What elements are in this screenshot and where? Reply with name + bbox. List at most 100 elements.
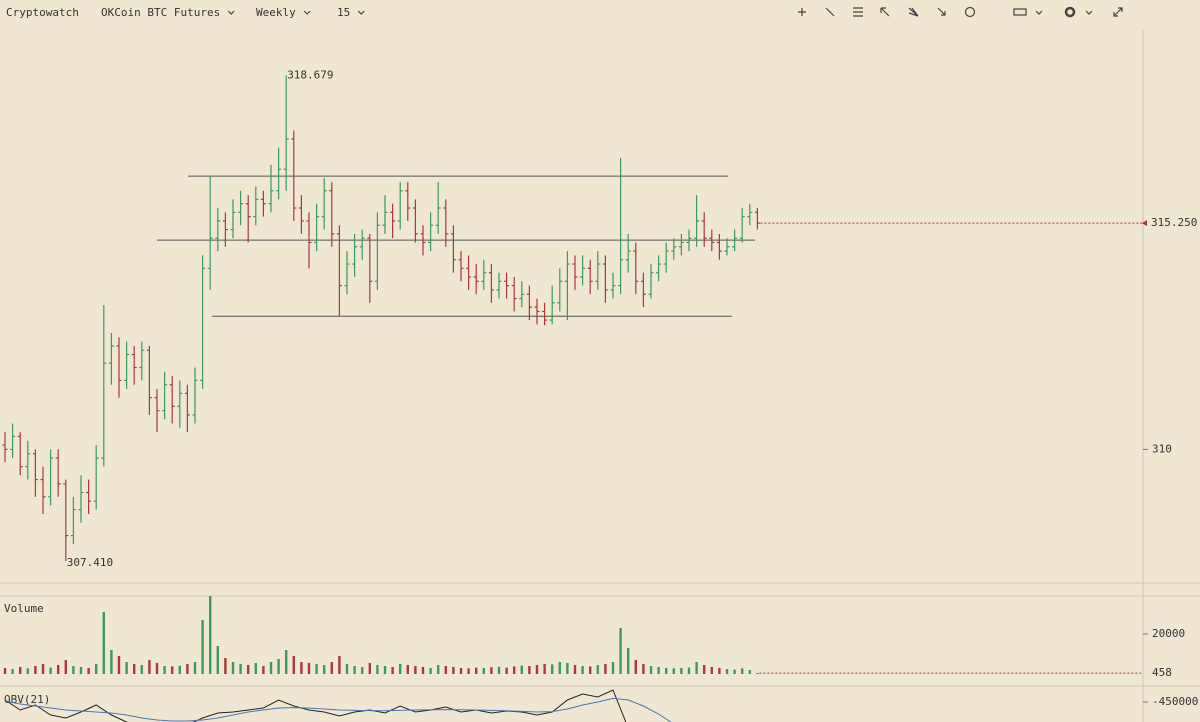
settings-button[interactable]: [1064, 6, 1076, 18]
volume-bar: [292, 656, 295, 674]
chevron: [1085, 10, 1093, 15]
circle-tool[interactable]: [964, 6, 976, 18]
volume-bar: [201, 620, 204, 674]
volume-bar: [543, 664, 546, 674]
fib-tool[interactable]: [908, 7, 919, 17]
volume-bar: [680, 668, 683, 674]
volume-bar: [330, 662, 333, 674]
volume-bar: [748, 670, 751, 674]
interval-select[interactable]: 15: [337, 6, 350, 19]
volume-bar: [710, 667, 713, 674]
volume-bar: [3, 668, 7, 674]
volume-bar: [505, 667, 508, 674]
chevron: [227, 10, 235, 15]
volume-bar: [406, 665, 409, 674]
volume-bar: [611, 662, 615, 674]
volume-bar: [140, 665, 143, 674]
brand[interactable]: Cryptowatch: [6, 6, 79, 19]
volume-bar: [421, 667, 425, 674]
volume-bar: [193, 662, 197, 674]
volume-bar: [247, 665, 250, 674]
volume-bar: [467, 668, 470, 674]
volume-bar: [368, 663, 371, 674]
volume-bar: [497, 666, 501, 674]
volume-bar: [224, 658, 227, 674]
extreme-label: 318.679: [287, 68, 333, 81]
volume-bar: [695, 662, 698, 674]
volume-bar: [596, 665, 599, 674]
volume-bar: [672, 668, 675, 674]
volume-bar: [528, 666, 531, 674]
volume-bar: [513, 666, 516, 674]
fullscreen-button[interactable]: [1113, 7, 1123, 17]
tools: [798, 6, 1123, 18]
volume-bar: [323, 665, 326, 674]
volume-bar: [756, 673, 759, 674]
y-tick-label: -450000: [1152, 695, 1198, 708]
volume-bar: [551, 664, 554, 674]
last-price-label: 315.250: [1151, 216, 1197, 229]
volume-bar: [520, 665, 523, 674]
chevron: [303, 10, 311, 15]
chevron: [1035, 10, 1043, 15]
volume-bar: [649, 666, 653, 674]
volume-bar: [148, 660, 151, 674]
volume-bar: [57, 665, 60, 674]
last-volume-label: 458: [1152, 666, 1172, 679]
volume-bar: [64, 660, 67, 674]
volume-bar: [399, 664, 402, 674]
volume-bar: [285, 650, 288, 674]
volume-bar: [718, 668, 721, 674]
volume-bar: [566, 663, 569, 674]
volume-bar: [41, 664, 45, 674]
volume-bar: [117, 656, 121, 674]
volume-bar: [490, 667, 493, 674]
volume-bar: [741, 668, 744, 674]
volume-bar: [163, 666, 166, 674]
arrow-tool[interactable]: [937, 7, 946, 16]
volume-bar: [186, 664, 189, 674]
chevron: [357, 10, 365, 15]
volume-bar: [277, 659, 280, 674]
market-select[interactable]: OKCoin BTC Futures: [101, 6, 220, 19]
volume-bar: [269, 662, 273, 674]
volume-bar: [34, 666, 37, 674]
volume-bar: [482, 668, 485, 674]
volume-bar: [475, 667, 478, 674]
fan-tool[interactable]: [880, 7, 890, 17]
volume-bar: [79, 667, 83, 674]
volume-bar: [429, 668, 432, 674]
volume-bar: [725, 669, 729, 674]
volume-bar: [315, 664, 318, 674]
volume-bar: [19, 667, 22, 674]
volume-bar: [703, 665, 706, 674]
volume-bar: [581, 666, 584, 674]
volume-bar: [110, 650, 113, 674]
volume-bar: [589, 666, 592, 674]
obv-line: [4, 697, 672, 722]
volume-bar: [49, 667, 52, 674]
volume-bar: [338, 656, 341, 674]
volume-bar: [178, 665, 181, 674]
volume-bar: [604, 664, 607, 674]
volume-bar: [26, 668, 29, 674]
volume-bar: [558, 662, 561, 674]
volume-bar: [102, 612, 105, 674]
volume-bar: [437, 665, 440, 674]
volume-bar: [300, 662, 303, 674]
volume-bar: [391, 667, 394, 674]
volume-bar: [345, 664, 349, 674]
volume-bar: [642, 664, 645, 674]
crosshair-tool[interactable]: [798, 8, 806, 16]
volume-bar: [634, 660, 637, 674]
period-select[interactable]: Weekly: [256, 6, 296, 19]
volume-bar: [361, 667, 364, 674]
volume-bar: [459, 668, 463, 674]
line-tool[interactable]: [825, 7, 835, 17]
volume-bar: [665, 668, 668, 674]
hline-tool[interactable]: [853, 7, 863, 17]
keyboard-button[interactable]: [1013, 8, 1027, 16]
volume-bar: [414, 666, 417, 674]
volume-bar: [657, 667, 660, 674]
